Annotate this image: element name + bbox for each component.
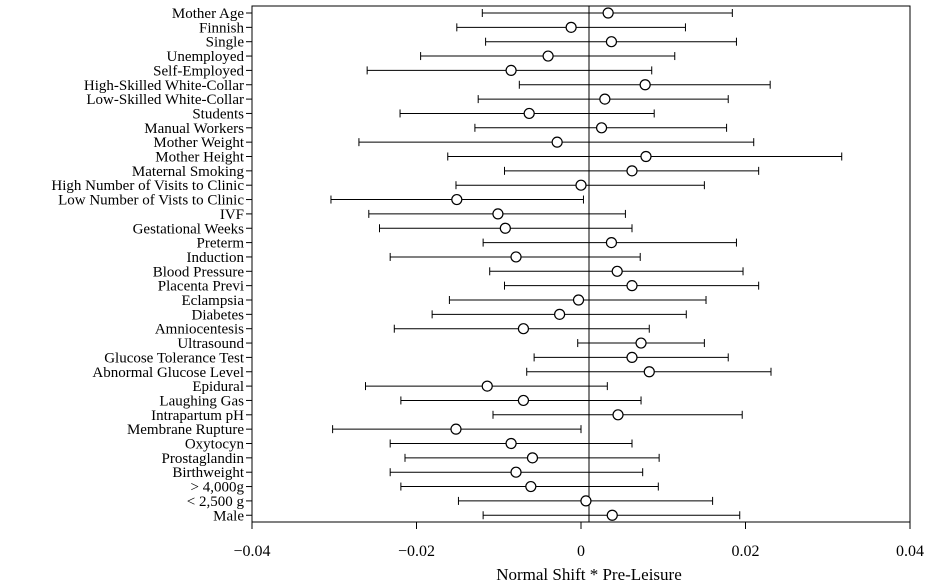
y-tick-label: Laughing Gas bbox=[159, 393, 244, 409]
x-axis-label: Normal Shift * Pre-Leisure bbox=[496, 565, 682, 584]
estimate-point bbox=[605, 237, 618, 249]
estimate-point bbox=[611, 265, 623, 277]
estimate-point bbox=[505, 437, 517, 450]
estimate-point bbox=[599, 93, 611, 105]
y-tick-label: Glucose Tolerance Test bbox=[104, 350, 245, 366]
y-tick-label: High Number of Visits to Clinic bbox=[51, 178, 244, 194]
plot-frame bbox=[251, 5, 911, 523]
x-tick-label: 0.04 bbox=[896, 543, 924, 560]
estimate-point bbox=[580, 495, 592, 507]
estimate-point bbox=[542, 50, 554, 62]
estimate-point bbox=[643, 366, 655, 378]
y-tick-label: Students bbox=[192, 106, 244, 122]
y-axis: Mother AgeFinnishSingleUnemployedSelf-Em… bbox=[51, 6, 252, 524]
y-tick-label: Prostaglandin bbox=[162, 451, 245, 467]
estimate-point bbox=[450, 423, 462, 435]
y-tick-label: Mother Weight bbox=[153, 135, 244, 151]
chart-marks bbox=[330, 7, 843, 521]
y-tick-label: Oxytocyn bbox=[185, 437, 245, 453]
estimate-point bbox=[626, 280, 638, 292]
y-tick-label: Unemployed bbox=[167, 49, 245, 65]
y-tick-label: Diabetes bbox=[192, 307, 245, 323]
x-axis: −0.04 −0.02 0 0.02 0.04 bbox=[233, 522, 924, 560]
y-tick-label: Ultrasound bbox=[177, 336, 244, 352]
y-tick-label: Membrane Rupture bbox=[127, 422, 244, 438]
x-tick-label: −0.04 bbox=[233, 543, 270, 560]
y-tick-label: < 2,500 g bbox=[187, 494, 245, 510]
estimate-point bbox=[554, 308, 566, 320]
estimate-point bbox=[572, 294, 585, 306]
estimate-point bbox=[526, 452, 539, 464]
y-tick-label: Maternal Smoking bbox=[132, 164, 245, 180]
x-tick-label: 0.02 bbox=[732, 543, 760, 560]
y-tick-label: Mother Age bbox=[172, 6, 244, 22]
y-tick-label: Self-Employed bbox=[153, 63, 244, 79]
y-tick-label: Epidural bbox=[192, 379, 244, 395]
estimate-point bbox=[517, 323, 530, 335]
y-tick-label: Amniocentesis bbox=[155, 322, 244, 338]
estimate-point bbox=[595, 122, 608, 134]
y-tick-label: Abnormal Glucose Level bbox=[92, 365, 244, 381]
y-tick-label: Eclampsia bbox=[182, 293, 245, 309]
estimate-point bbox=[565, 21, 577, 33]
y-tick-label: Preterm bbox=[197, 236, 245, 252]
y-tick-label: > 4,000g bbox=[191, 480, 245, 496]
estimate-point bbox=[626, 351, 638, 363]
y-tick-label: Gestational Weeks bbox=[133, 221, 245, 237]
estimate-point bbox=[612, 409, 624, 421]
estimate-point bbox=[492, 208, 504, 220]
x-tick-label: 0 bbox=[577, 543, 585, 560]
estimate-point bbox=[639, 79, 651, 91]
y-tick-label: Male bbox=[213, 508, 244, 524]
estimate-point bbox=[517, 394, 530, 407]
estimate-point bbox=[606, 509, 618, 521]
y-tick-label: Birthweight bbox=[172, 465, 244, 481]
estimate-point bbox=[626, 165, 638, 177]
estimate-point bbox=[499, 222, 511, 234]
estimate-point bbox=[481, 380, 493, 392]
estimate-point bbox=[523, 107, 535, 120]
estimate-point bbox=[525, 480, 537, 493]
y-tick-label: Single bbox=[206, 35, 245, 51]
y-tick-label: IVF bbox=[220, 207, 244, 223]
estimate-point bbox=[451, 193, 463, 206]
estimate-point bbox=[635, 337, 647, 349]
y-tick-label: Mother Height bbox=[155, 150, 245, 166]
estimate-point bbox=[640, 150, 652, 163]
x-tick-label: −0.02 bbox=[398, 543, 435, 560]
y-tick-label: Intrapartum pH bbox=[151, 408, 244, 424]
y-tick-label: High-Skilled White-Collar bbox=[84, 78, 244, 94]
y-tick-label: Low Number of Vists to Clinic bbox=[58, 193, 244, 209]
estimate-point bbox=[575, 179, 587, 191]
y-tick-label: Induction bbox=[187, 250, 245, 266]
estimate-point bbox=[551, 136, 563, 148]
y-tick-label: Manual Workers bbox=[144, 121, 244, 137]
estimate-point bbox=[505, 64, 517, 77]
y-tick-label: Low-Skilled White-Collar bbox=[86, 92, 244, 108]
y-tick-label: Finnish bbox=[199, 20, 245, 36]
estimate-point bbox=[602, 7, 614, 19]
estimate-point bbox=[605, 36, 618, 48]
estimate-point bbox=[510, 466, 522, 478]
y-tick-label: Blood Pressure bbox=[153, 264, 245, 280]
estimate-point bbox=[510, 251, 522, 263]
y-tick-label: Placenta Previ bbox=[158, 279, 244, 295]
